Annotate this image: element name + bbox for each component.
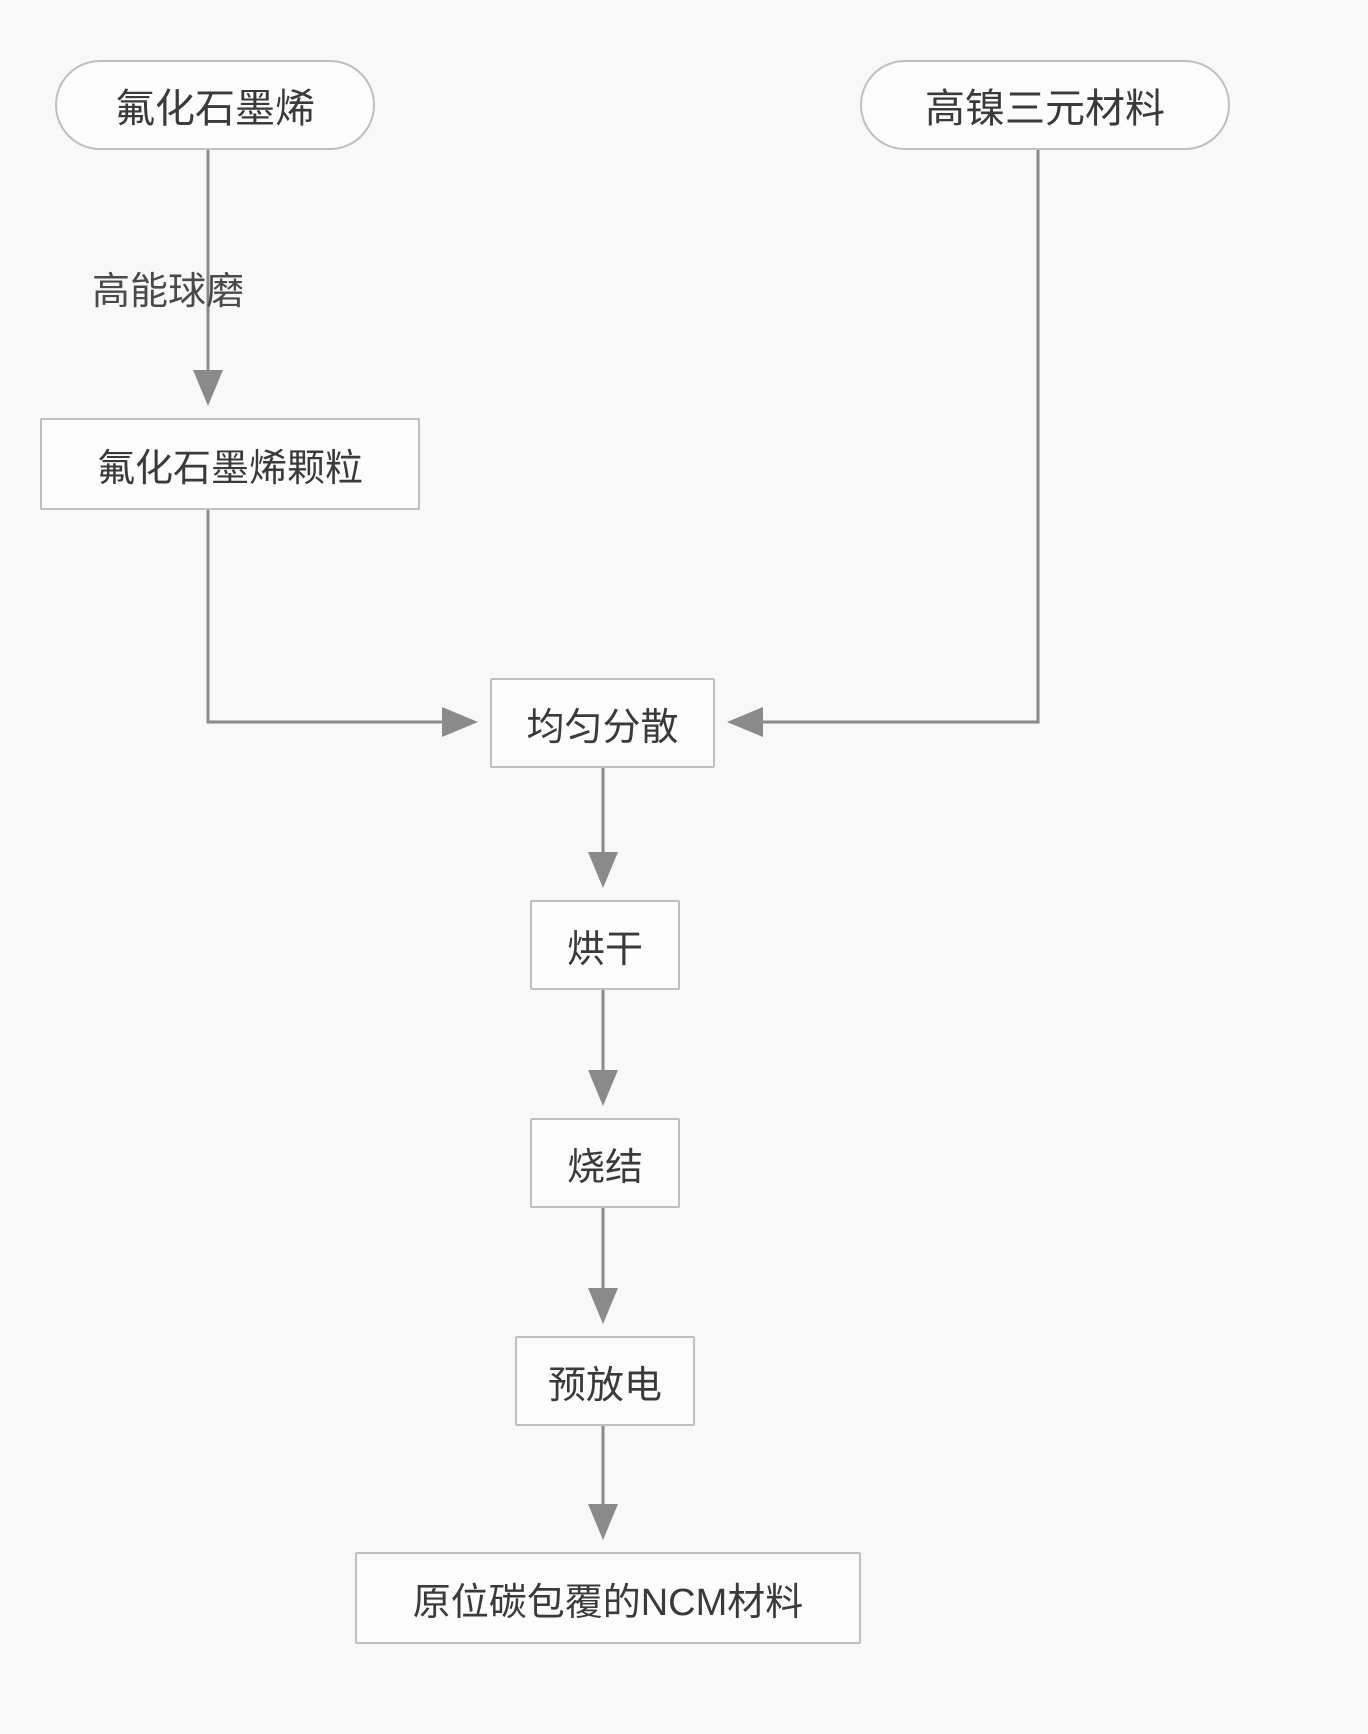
node-label: 氟化石墨烯 — [115, 76, 315, 134]
node-uniform-dispersion: 均匀分散 — [490, 678, 715, 768]
flowchart-canvas: 氟化石墨烯 高镍三元材料 氟化石墨烯颗粒 均匀分散 烘干 烧结 预放电 原位碳包… — [0, 0, 1368, 1734]
node-label: 烘干 — [567, 918, 643, 973]
node-label: 原位碳包覆的NCM材料 — [413, 1571, 804, 1626]
node-fluorinated-graphene: 氟化石墨烯 — [55, 60, 375, 150]
node-sintering: 烧结 — [530, 1118, 680, 1208]
node-label: 高镍三元材料 — [925, 76, 1165, 134]
edge-label-text: 高能球磨 — [92, 271, 244, 313]
node-label: 均匀分散 — [526, 696, 678, 751]
node-drying: 烘干 — [530, 900, 680, 990]
node-label: 氟化石墨烯颗粒 — [97, 437, 363, 492]
node-pre-discharge: 预放电 — [515, 1336, 695, 1426]
node-label: 预放电 — [548, 1354, 662, 1409]
node-ncm-material: 原位碳包覆的NCM材料 — [355, 1552, 861, 1644]
edge-label-ball-milling: 高能球磨 — [92, 260, 244, 315]
node-high-nickel-ternary: 高镍三元材料 — [860, 60, 1230, 150]
node-label: 烧结 — [567, 1136, 643, 1191]
node-fluorinated-graphene-particles: 氟化石墨烯颗粒 — [40, 418, 420, 510]
